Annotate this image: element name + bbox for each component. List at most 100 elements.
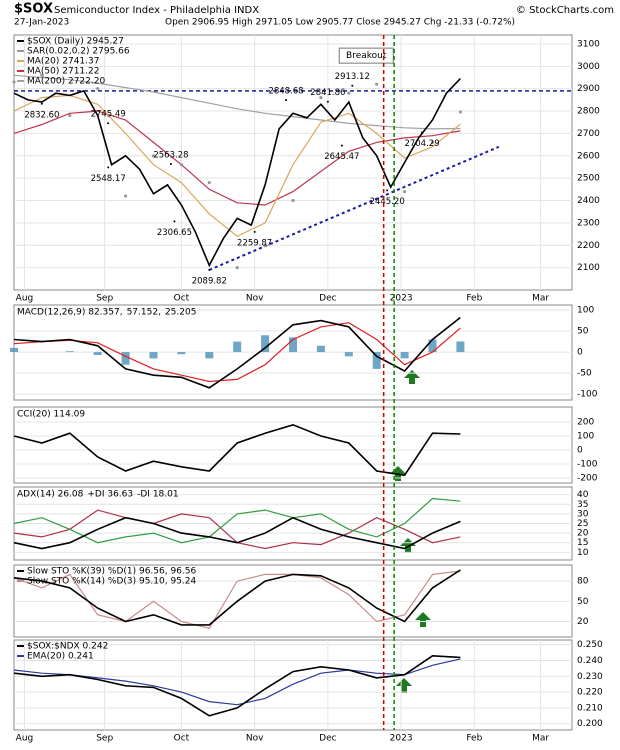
annotation-point — [326, 100, 329, 103]
y-tick-label: 40 — [577, 490, 589, 500]
histogram-bar — [177, 352, 186, 355]
histogram-bar — [93, 352, 102, 356]
y-tick-label: 25 — [577, 519, 588, 529]
sar-dot — [68, 113, 72, 118]
y-tick-label: 200 — [577, 417, 594, 427]
histogram-bar — [344, 352, 353, 357]
legend-entry: 25.205 — [165, 308, 197, 318]
annotation-point — [253, 230, 256, 233]
legend-entry: CCI(20) 114.09 — [17, 410, 85, 420]
y-tick-label: 2400 — [577, 196, 600, 206]
series-line — [13, 658, 461, 706]
y-tick-label: -100 — [577, 390, 598, 400]
series-line — [13, 78, 461, 268]
price-label: 2832.60 — [24, 110, 59, 120]
panel-frame — [13, 639, 573, 731]
x-tick-label: Sep — [96, 734, 113, 744]
legend-entry: -DI 18.01 — [137, 490, 178, 500]
y-tick-label: 2700 — [577, 129, 600, 139]
price-label: 2306.65 — [157, 228, 192, 238]
sar-dot — [458, 110, 462, 114]
x-tick-label: Mar — [532, 734, 549, 744]
price-label: 2645.47 — [324, 152, 359, 162]
y-tick-label: 10 — [577, 548, 589, 558]
arrow — [404, 370, 420, 384]
annotation-point — [173, 220, 176, 223]
legend-entry: +DI 36.63 — [87, 490, 133, 500]
annotation-point — [386, 189, 389, 192]
x-tick-label: Aug — [16, 734, 34, 744]
sar-dot — [207, 181, 211, 185]
annotation-point — [107, 122, 110, 125]
callout-label: Breakout — [346, 51, 387, 61]
y-tick-label: 35 — [577, 500, 588, 510]
sar-dot — [96, 87, 100, 91]
y-tick-label: 0.200 — [577, 719, 603, 729]
panel-frame — [13, 406, 573, 484]
price-label: 2913.12 — [335, 72, 370, 82]
x-tick-label: Mar — [532, 294, 549, 304]
sar-dot — [291, 198, 295, 203]
series-line — [13, 316, 461, 389]
legend-entry: $SOX (Daily) 2945.27 — [27, 37, 124, 47]
legend-entry: Slow STO %K(39) %D(1) 96.56, 96.56 — [27, 567, 197, 577]
arrow — [415, 612, 431, 627]
legend-entry: $SOX:$NDX 0.242 — [27, 642, 108, 652]
y-tick-label: 2900 — [577, 84, 600, 94]
y-tick-label: 0 — [577, 445, 583, 455]
y-tick-label: 2500 — [577, 174, 600, 184]
y-tick-label: 2800 — [577, 107, 600, 117]
y-tick-label: 0.240 — [577, 656, 603, 666]
x-tick-label: Nov — [246, 294, 264, 304]
series-line — [13, 654, 461, 717]
x-tick-label: Nov — [246, 734, 264, 744]
histogram-bar — [316, 345, 325, 353]
y-tick-label: 3100 — [577, 39, 600, 49]
sar-dot — [430, 140, 435, 144]
annotation-point — [169, 163, 172, 166]
legend-entry: ADX(14) 26.08 — [17, 490, 84, 500]
y-tick-label: 100 — [577, 306, 594, 316]
index-name: Semiconductor Index - Philadelphia INDX — [54, 5, 259, 16]
legend-entry: EMA(20) 0.241 — [27, 652, 94, 662]
sar-dot — [40, 73, 44, 77]
price-label: 2848.68 — [268, 87, 303, 97]
legend-entry: MACD(12,26,9) 82.357, — [17, 308, 123, 318]
histogram-bar — [289, 337, 297, 353]
sar-dot — [403, 189, 407, 194]
sar-dot — [124, 194, 128, 198]
price-label: 2745.49 — [91, 110, 126, 120]
y-tick-label: 15 — [577, 538, 588, 548]
sar-dot — [179, 163, 183, 167]
series-line — [13, 497, 461, 544]
annotation-point — [208, 268, 211, 271]
y-tick-label: 2200 — [577, 241, 600, 251]
arrow — [396, 678, 412, 693]
y-tick-label: 20 — [577, 617, 589, 627]
annotation-point — [421, 131, 424, 134]
histogram-bar — [10, 347, 18, 353]
y-tick-label: 0.210 — [577, 703, 603, 713]
x-tick-label: Feb — [466, 734, 482, 744]
source: © StockCharts.com — [516, 5, 614, 16]
histogram-bar — [261, 335, 270, 353]
date: 27-Jan-2023 — [14, 18, 69, 28]
y-tick-label: 30 — [577, 509, 589, 519]
y-tick-label: 0.230 — [577, 672, 603, 682]
annotation-point — [40, 102, 43, 105]
histogram-bar — [456, 341, 465, 353]
y-tick-label: 0 — [577, 348, 583, 358]
series-line — [13, 94, 461, 238]
y-tick-label: 100 — [577, 431, 594, 441]
price-label: 2704.29 — [404, 139, 439, 149]
legend-entry: SAR(0.02,0.2) 2795.66 — [27, 47, 130, 57]
y-tick-label: 50 — [577, 327, 589, 337]
series-line — [13, 516, 461, 550]
sar-dot — [12, 80, 16, 84]
histogram-bar — [372, 352, 381, 369]
ohlc: Open 2906.95 High 2971.05 Low 2905.77 Cl… — [165, 18, 515, 28]
sar-dot — [151, 154, 156, 158]
symbol: $SOX — [14, 2, 53, 17]
